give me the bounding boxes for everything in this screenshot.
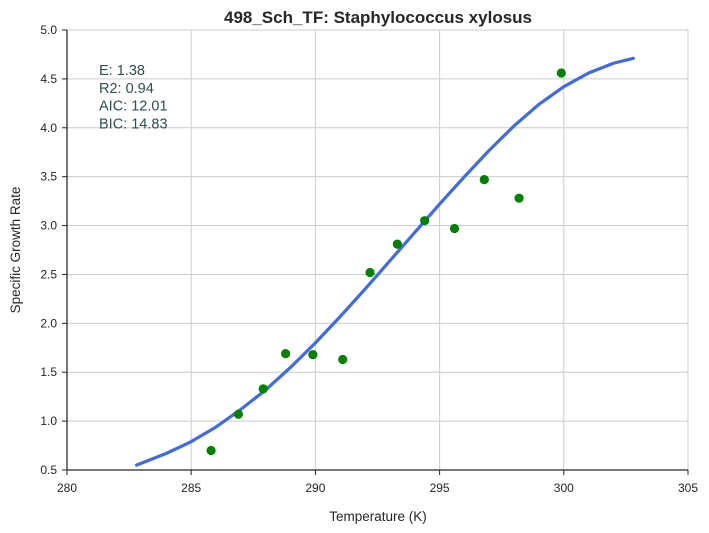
y-tick-label: 3.0 bbox=[40, 219, 57, 233]
fit-curve bbox=[134, 56, 635, 467]
data-point bbox=[556, 68, 566, 78]
data-point bbox=[233, 409, 243, 419]
plot-background bbox=[67, 30, 688, 470]
y-tick-label: 2.0 bbox=[40, 316, 57, 330]
x-tick-label: 290 bbox=[305, 481, 325, 495]
data-point bbox=[338, 354, 348, 365]
chart-title: 498_Sch_TF: Staphylococcus xylosus bbox=[224, 8, 532, 27]
y-tick-label: 1.0 bbox=[40, 414, 57, 428]
y-axis-ticks: 0.5 1.0 1.5 2.0 2.5 3.0 3.5 4.0 4.5 5.0 bbox=[40, 23, 67, 477]
data-point bbox=[206, 445, 216, 456]
x-tick-label: 295 bbox=[430, 481, 450, 495]
x-axis-label: Temperature (K) bbox=[329, 509, 427, 524]
x-tick-label: 285 bbox=[181, 481, 201, 495]
grid-lines bbox=[67, 29, 689, 470]
data-point bbox=[365, 267, 375, 278]
x-tick-label: 305 bbox=[678, 481, 698, 495]
stat-bic: BIC: 14.83 bbox=[99, 116, 168, 132]
y-axis-label: Specific Growth Rate bbox=[8, 187, 23, 314]
y-tick-label: 2.5 bbox=[40, 267, 57, 281]
y-tick-label: 1.5 bbox=[40, 365, 57, 379]
data-point bbox=[392, 239, 402, 249]
stat-e: E: 1.38 bbox=[99, 63, 145, 79]
stat-aic: AIC: 12.01 bbox=[99, 99, 168, 115]
stat-r2: R2: 0.94 bbox=[99, 81, 154, 97]
data-point bbox=[280, 349, 291, 359]
data-point bbox=[420, 216, 430, 226]
data-points bbox=[206, 68, 566, 456]
x-tick-label: 280 bbox=[57, 481, 77, 495]
x-tick-label: 300 bbox=[554, 481, 574, 495]
y-tick-label: 3.5 bbox=[40, 170, 57, 184]
data-point bbox=[258, 384, 268, 394]
y-tick-label: 4.0 bbox=[40, 121, 57, 135]
data-point bbox=[308, 350, 318, 360]
x-axis-ticks: 280 285 290 295 300 305 bbox=[57, 470, 698, 495]
y-tick-label: 0.5 bbox=[40, 463, 57, 477]
data-point bbox=[449, 223, 460, 234]
y-tick-label: 4.5 bbox=[40, 72, 57, 86]
y-tick-label: 5.0 bbox=[40, 23, 57, 37]
data-point bbox=[514, 193, 524, 203]
data-point bbox=[479, 175, 489, 185]
